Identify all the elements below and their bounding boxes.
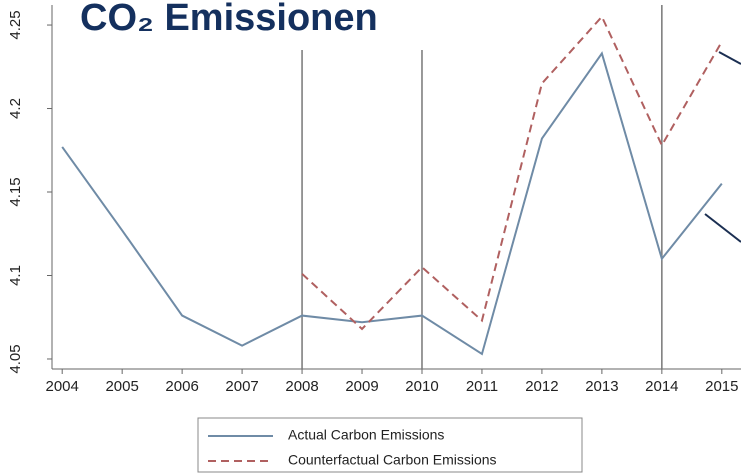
- y-tick-label: 4.1: [7, 265, 24, 286]
- x-tick-label: 2005: [105, 378, 138, 395]
- y-tick-label: 4.05: [7, 344, 24, 373]
- series-line: [61, 51, 723, 356]
- x-tick-label: 2007: [225, 378, 258, 395]
- x-tick-label: 2011: [466, 378, 498, 395]
- y-tick-label: 4.25: [7, 10, 24, 39]
- x-tick-label: 2004: [46, 378, 79, 395]
- title-backdrop: [74, 0, 498, 50]
- x-tick-label: 2006: [165, 378, 198, 395]
- y-tick-label: 4.15: [7, 177, 24, 206]
- chart-title: CO₂ Emissionen: [80, 0, 378, 39]
- x-tick-label: 2008: [285, 378, 318, 395]
- callout-line: [704, 213, 741, 243]
- x-tick-label: 2012: [525, 378, 558, 395]
- callout-line: [718, 51, 741, 65]
- y-tick-label: 4.2: [7, 98, 24, 119]
- x-tick-label: 2013: [585, 378, 618, 395]
- x-tick-label: 2009: [345, 378, 378, 395]
- plot-area: 4.05 4.1 4.15 4.2 4.25 2004 2005 2006 2007 2008 20…: [7, 5, 741, 395]
- series-line: [301, 14, 723, 331]
- x-tick-label: 2015: [705, 378, 738, 395]
- legend-label: Actual Carbon Emissions: [288, 427, 444, 443]
- x-tick-label: 2014: [645, 378, 678, 395]
- legend-label: Counterfactual Carbon Emissions: [288, 452, 497, 468]
- x-tick-label: 2010: [405, 378, 438, 395]
- legend-box: [197, 417, 583, 473]
